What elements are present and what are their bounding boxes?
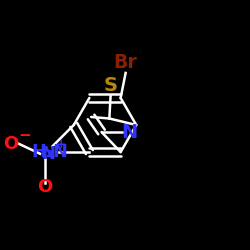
Text: S: S: [104, 76, 118, 96]
Text: O: O: [38, 178, 52, 196]
Text: Br: Br: [114, 54, 138, 72]
Text: N: N: [121, 122, 137, 142]
Text: +: +: [56, 138, 66, 151]
Text: N: N: [42, 145, 56, 163]
Text: H₂N: H₂N: [31, 143, 68, 161]
Text: −: −: [18, 128, 31, 142]
Text: O: O: [4, 135, 19, 153]
